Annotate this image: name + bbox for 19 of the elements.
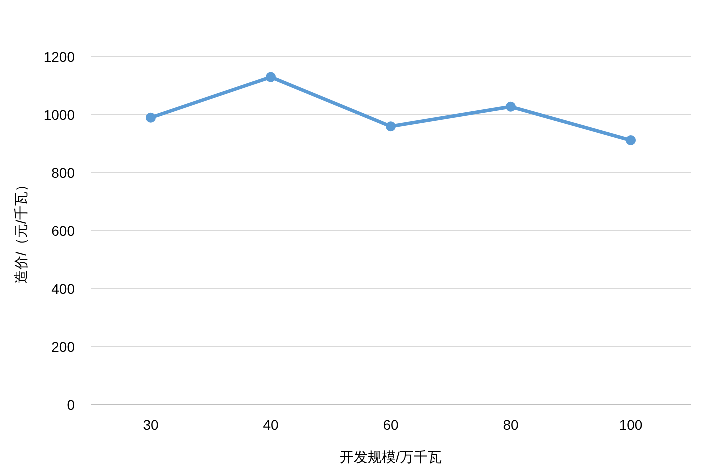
y-tick-label: 200 [52, 339, 76, 355]
x-tick-label: 100 [619, 417, 643, 433]
y-tick-label: 1200 [44, 49, 76, 65]
y-tick-label: 600 [52, 223, 76, 239]
x-tick-label: 80 [503, 417, 519, 433]
point [266, 72, 276, 82]
point [146, 112, 156, 123]
y-tick-label: 800 [52, 165, 76, 181]
point [626, 136, 636, 146]
y-tick-label: 400 [52, 281, 76, 297]
x-axis-title: 开发规模/万千瓦 [340, 449, 442, 465]
x-tick-label: 60 [383, 417, 399, 433]
x-tick-label: 30 [143, 417, 159, 433]
x-tick-label: 40 [263, 417, 279, 433]
y-axis-title: 造价/（元/千瓦） [13, 178, 29, 284]
y-tick-label: 1000 [44, 107, 76, 123]
y-tick-label: 0 [67, 397, 76, 413]
point [386, 122, 396, 132]
point [506, 102, 516, 112]
